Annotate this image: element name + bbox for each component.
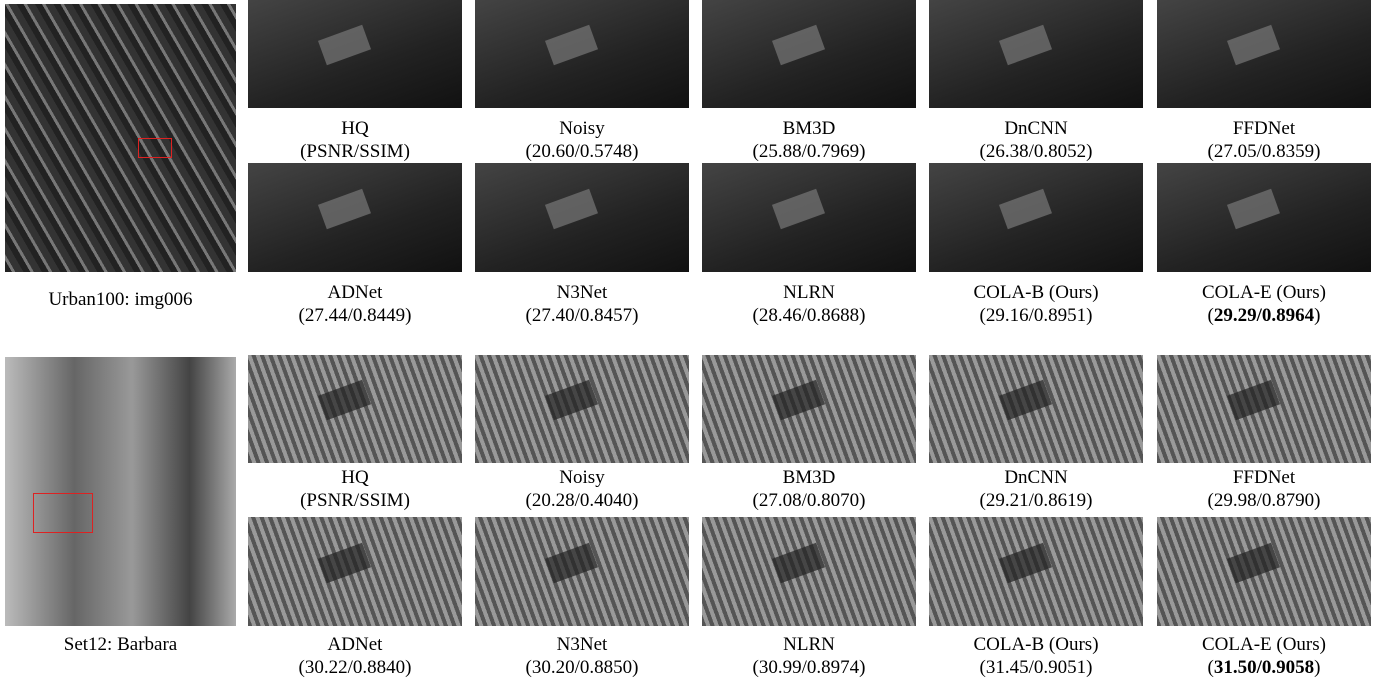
crop-image [1157,0,1371,108]
crop-detail [1227,25,1280,65]
score-text: ) [1314,305,1320,326]
method-label: HQ [248,117,462,140]
score-label: (25.88/0.7969) [702,140,916,163]
crop-detail [1227,188,1280,229]
crop-image [702,0,916,108]
score-label: (PSNR/SSIM) [248,140,462,163]
score-label: (29.16/0.8951) [929,304,1143,327]
score-label: (20.60/0.5748) [475,140,689,163]
score-label: (26.38/0.8052) [929,140,1143,163]
crop-detail [772,542,825,583]
method-label: COLA-E (Ours) [1157,633,1371,656]
method-label: Noisy [475,117,689,140]
main-image [5,357,236,626]
crop-image [248,163,462,272]
method-label: COLA-B (Ours) [929,633,1143,656]
score-label: (30.22/0.8840) [248,656,462,679]
crop-detail [545,188,598,229]
method-label: N3Net [475,281,689,304]
crop-detail [318,25,371,65]
crop-image [1157,355,1371,463]
crop-detail [545,25,598,65]
crop-detail [772,25,825,65]
crop-detail [772,380,825,420]
score-label: (PSNR/SSIM) [248,489,462,512]
score-label: (30.20/0.8850) [475,656,689,679]
method-label: DnCNN [929,466,1143,489]
score-text: ) [1314,657,1320,678]
method-label: BM3D [702,117,916,140]
score-label: (29.29/0.8964) [1157,304,1371,327]
method-label: COLA-B (Ours) [929,281,1143,304]
score-label: (27.08/0.8070) [702,489,916,512]
score-bold: 31.50/0.9058 [1214,657,1314,678]
crop-detail [318,380,371,420]
crop-image [475,163,689,272]
crop-image [929,0,1143,108]
figure: Urban100: img006HQ(PSNR/SSIM)Noisy(20.60… [0,0,1387,685]
crop-detail [999,25,1052,65]
crop-image [475,355,689,463]
method-label: N3Net [475,633,689,656]
score-label: (27.05/0.8359) [1157,140,1371,163]
crop-detail [545,542,598,583]
crop-detail [318,188,371,229]
crop-image [475,0,689,108]
score-label: (27.40/0.8457) [475,304,689,327]
crop-image [702,163,916,272]
crop-detail [999,542,1052,583]
crop-detail [772,188,825,229]
method-label: ADNet [248,281,462,304]
method-label: BM3D [702,466,916,489]
score-label: (20.28/0.4040) [475,489,689,512]
crop-image [702,355,916,463]
crop-detail [999,380,1052,420]
crop-detail [1227,380,1280,420]
score-label: (31.45/0.9051) [929,656,1143,679]
method-label: DnCNN [929,117,1143,140]
score-label: (31.50/0.9058) [1157,656,1371,679]
main-image [5,4,236,272]
method-label: COLA-E (Ours) [1157,281,1371,304]
crop-image [929,163,1143,272]
crop-image [929,517,1143,626]
score-label: (27.44/0.8449) [248,304,462,327]
method-label: ADNet [248,633,462,656]
method-label: HQ [248,466,462,489]
crop-image [929,355,1143,463]
zoom-box [138,138,172,158]
image-caption: Set12: Barbara [5,633,236,656]
crop-image [1157,517,1371,626]
image-caption: Urban100: img006 [5,288,236,311]
score-bold: 29.29/0.8964 [1214,305,1314,326]
crop-image [248,355,462,463]
zoom-box [33,493,93,533]
crop-image [248,517,462,626]
method-label: FFDNet [1157,117,1371,140]
score-label: (29.98/0.8790) [1157,489,1371,512]
crop-detail [999,188,1052,229]
method-label: Noisy [475,466,689,489]
score-label: (28.46/0.8688) [702,304,916,327]
score-label: (30.99/0.8974) [702,656,916,679]
crop-image [1157,163,1371,272]
crop-detail [1227,542,1280,583]
crop-image [248,0,462,108]
method-label: NLRN [702,281,916,304]
method-label: FFDNet [1157,466,1371,489]
crop-image [475,517,689,626]
crop-detail [545,380,598,420]
method-label: NLRN [702,633,916,656]
crop-image [702,517,916,626]
crop-detail [318,542,371,583]
score-label: (29.21/0.8619) [929,489,1143,512]
